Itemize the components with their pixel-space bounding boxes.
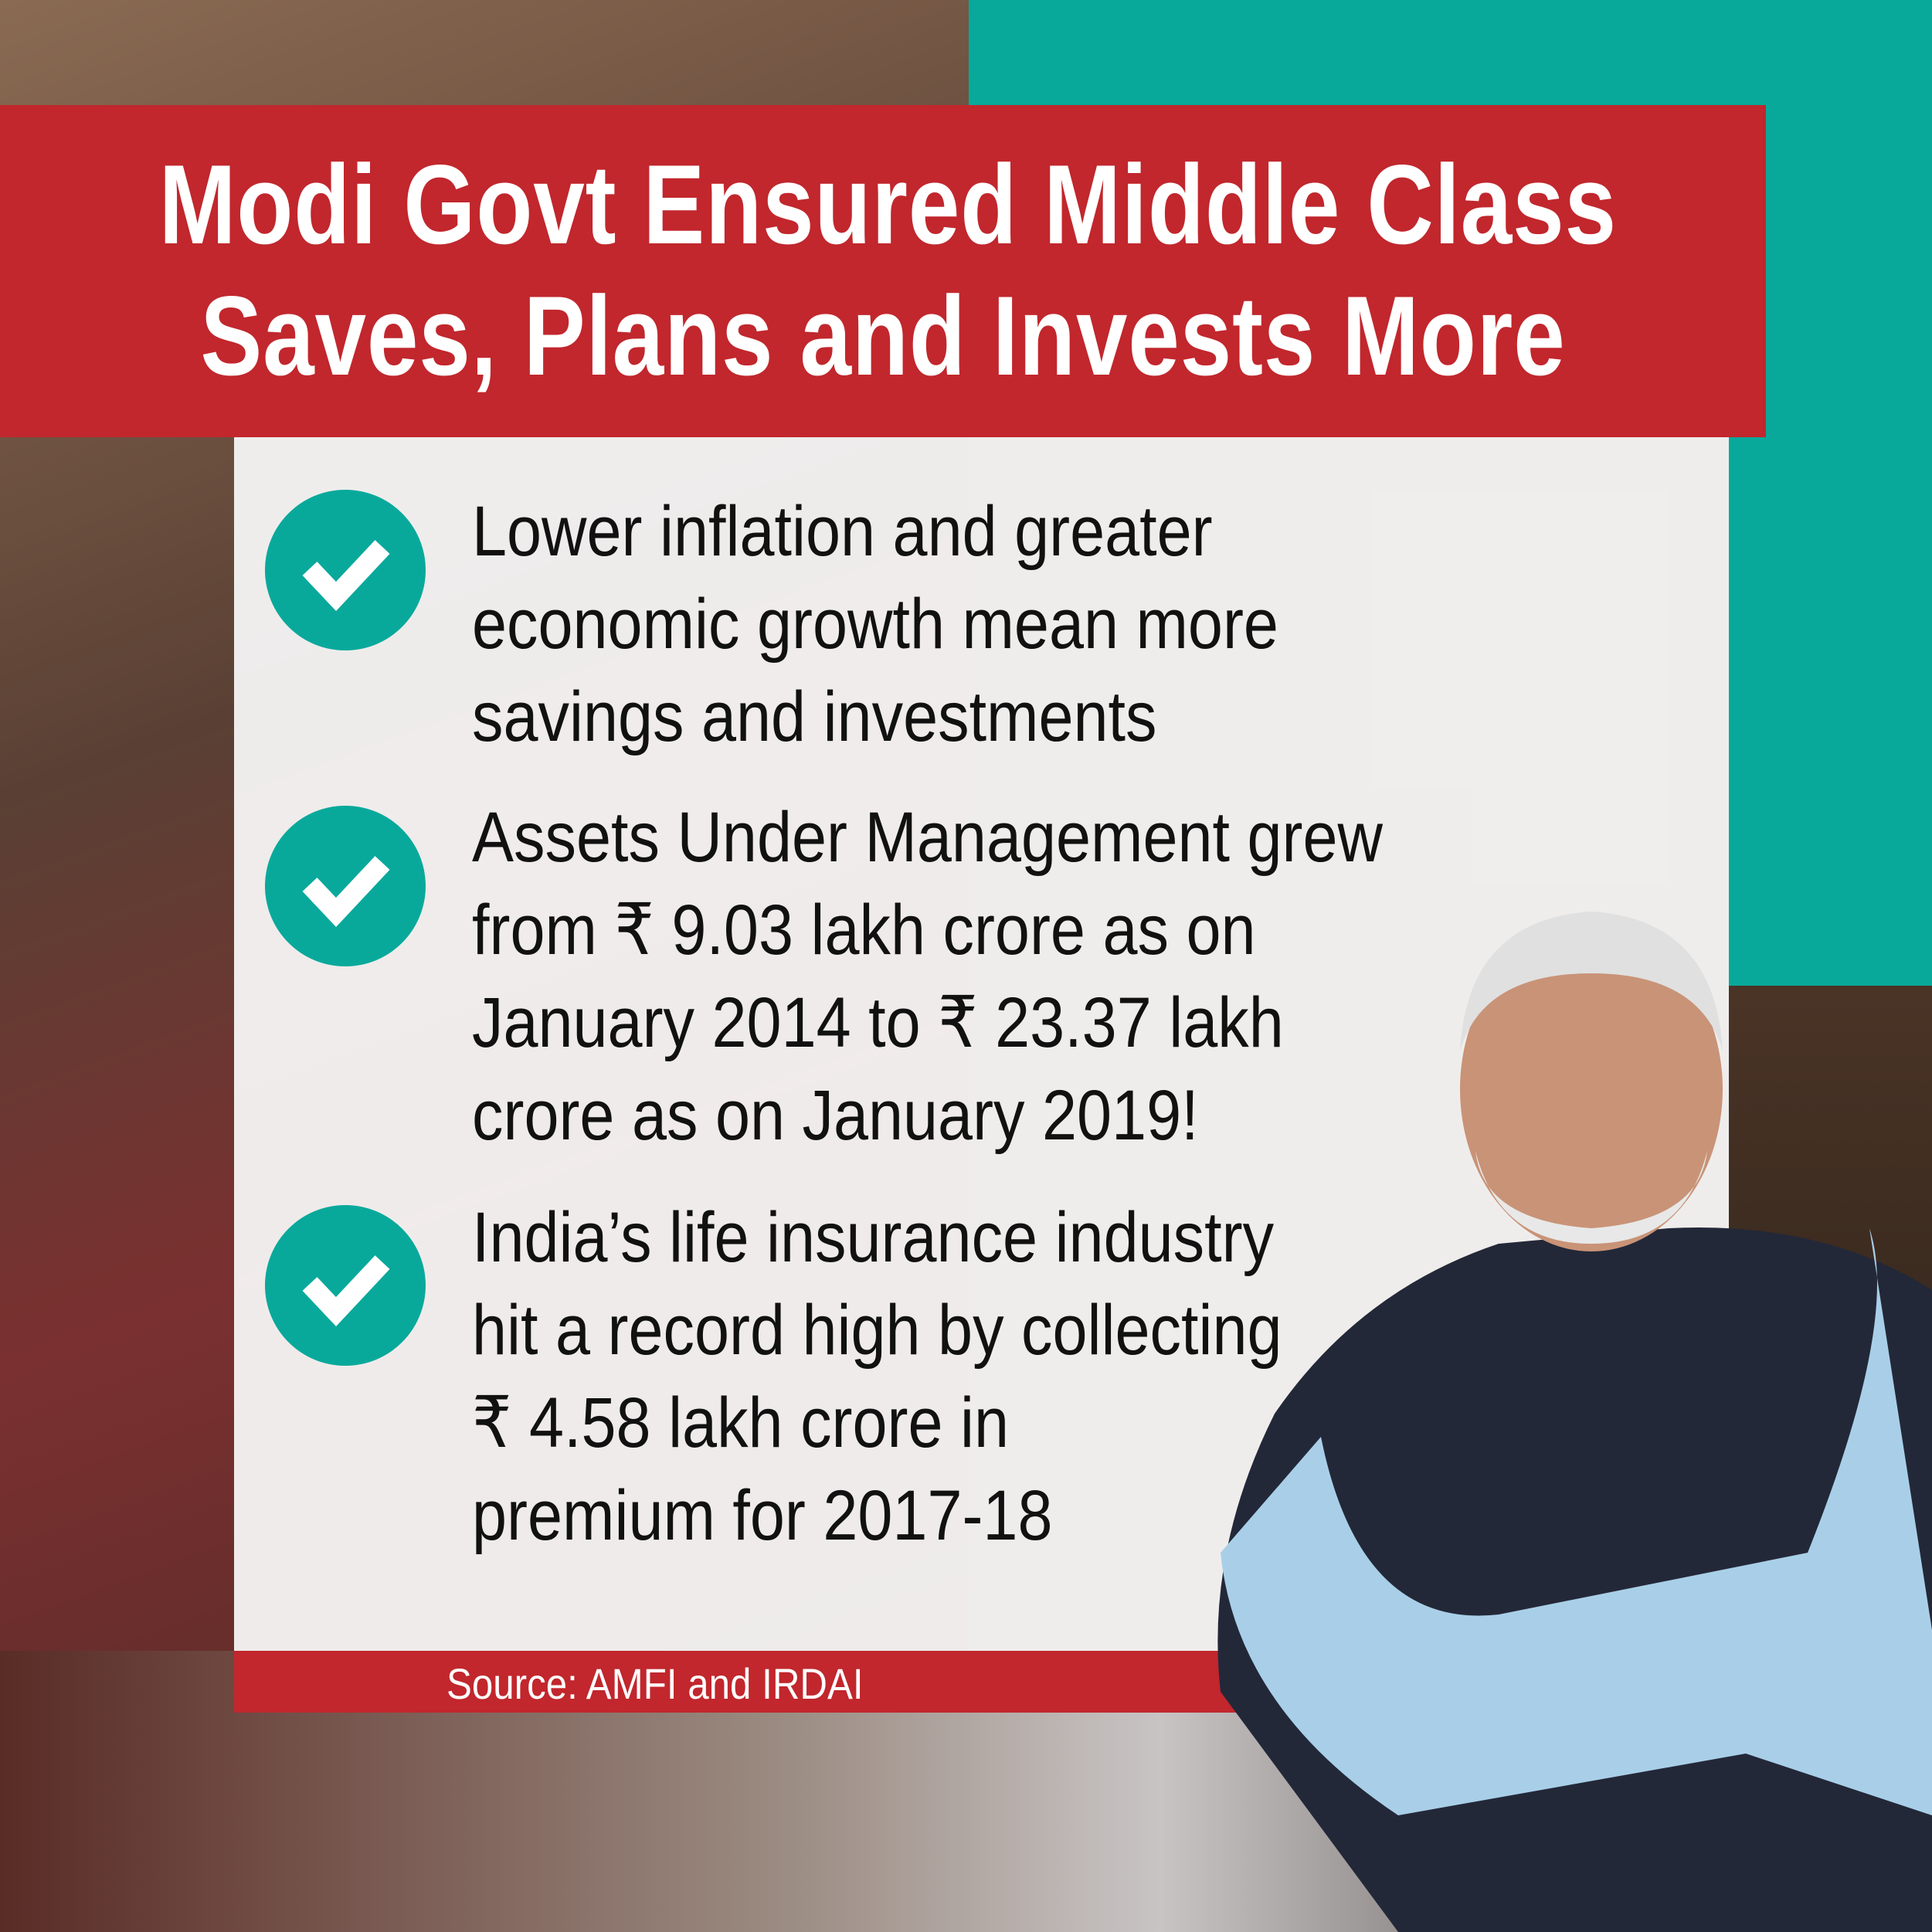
point-line: India’s life insurance industry [472, 1198, 1275, 1277]
point-line: hit a record high by collecting [472, 1291, 1282, 1370]
point-1: Lower inflation and greater economic gro… [472, 485, 1278, 763]
check-circle-icon [265, 1205, 426, 1366]
point-line: premium for 2017-18 [472, 1476, 1053, 1555]
source-bar: Source: AMFI and IRDAI [234, 1651, 1282, 1713]
point-2: Assets Under Management grew from ₹ 9.03… [472, 791, 1383, 1162]
point-line: from ₹ 9.03 lakh crore as on [472, 891, 1256, 969]
source-text: Source: AMFI and IRDAI [446, 1659, 864, 1708]
leader-photo [1217, 912, 1932, 1932]
point-line: ₹ 4.58 lakh crore in [472, 1384, 1010, 1462]
check-circle-icon [265, 490, 426, 650]
point-line: economic growth mean more [472, 585, 1278, 664]
point-line: January 2014 to ₹ 23.37 lakh [472, 983, 1284, 1062]
point-line: Lower inflation and greater [472, 492, 1213, 571]
title-banner: Modi Govt Ensured Middle Class Saves, Pl… [0, 105, 1766, 437]
title-line-2: Saves, Plans and Invests More [200, 273, 1566, 399]
check-circle-icon [265, 806, 426, 966]
point-line: crore as on January 2019! [472, 1076, 1199, 1155]
point-3: India’s life insurance industry hit a re… [472, 1191, 1282, 1562]
point-line: Assets Under Management grew [472, 798, 1383, 877]
teal-block [969, 0, 1932, 105]
title-line-1: Modi Govt Ensured Middle Class [158, 141, 1617, 267]
point-line: savings and investments [472, 677, 1157, 756]
